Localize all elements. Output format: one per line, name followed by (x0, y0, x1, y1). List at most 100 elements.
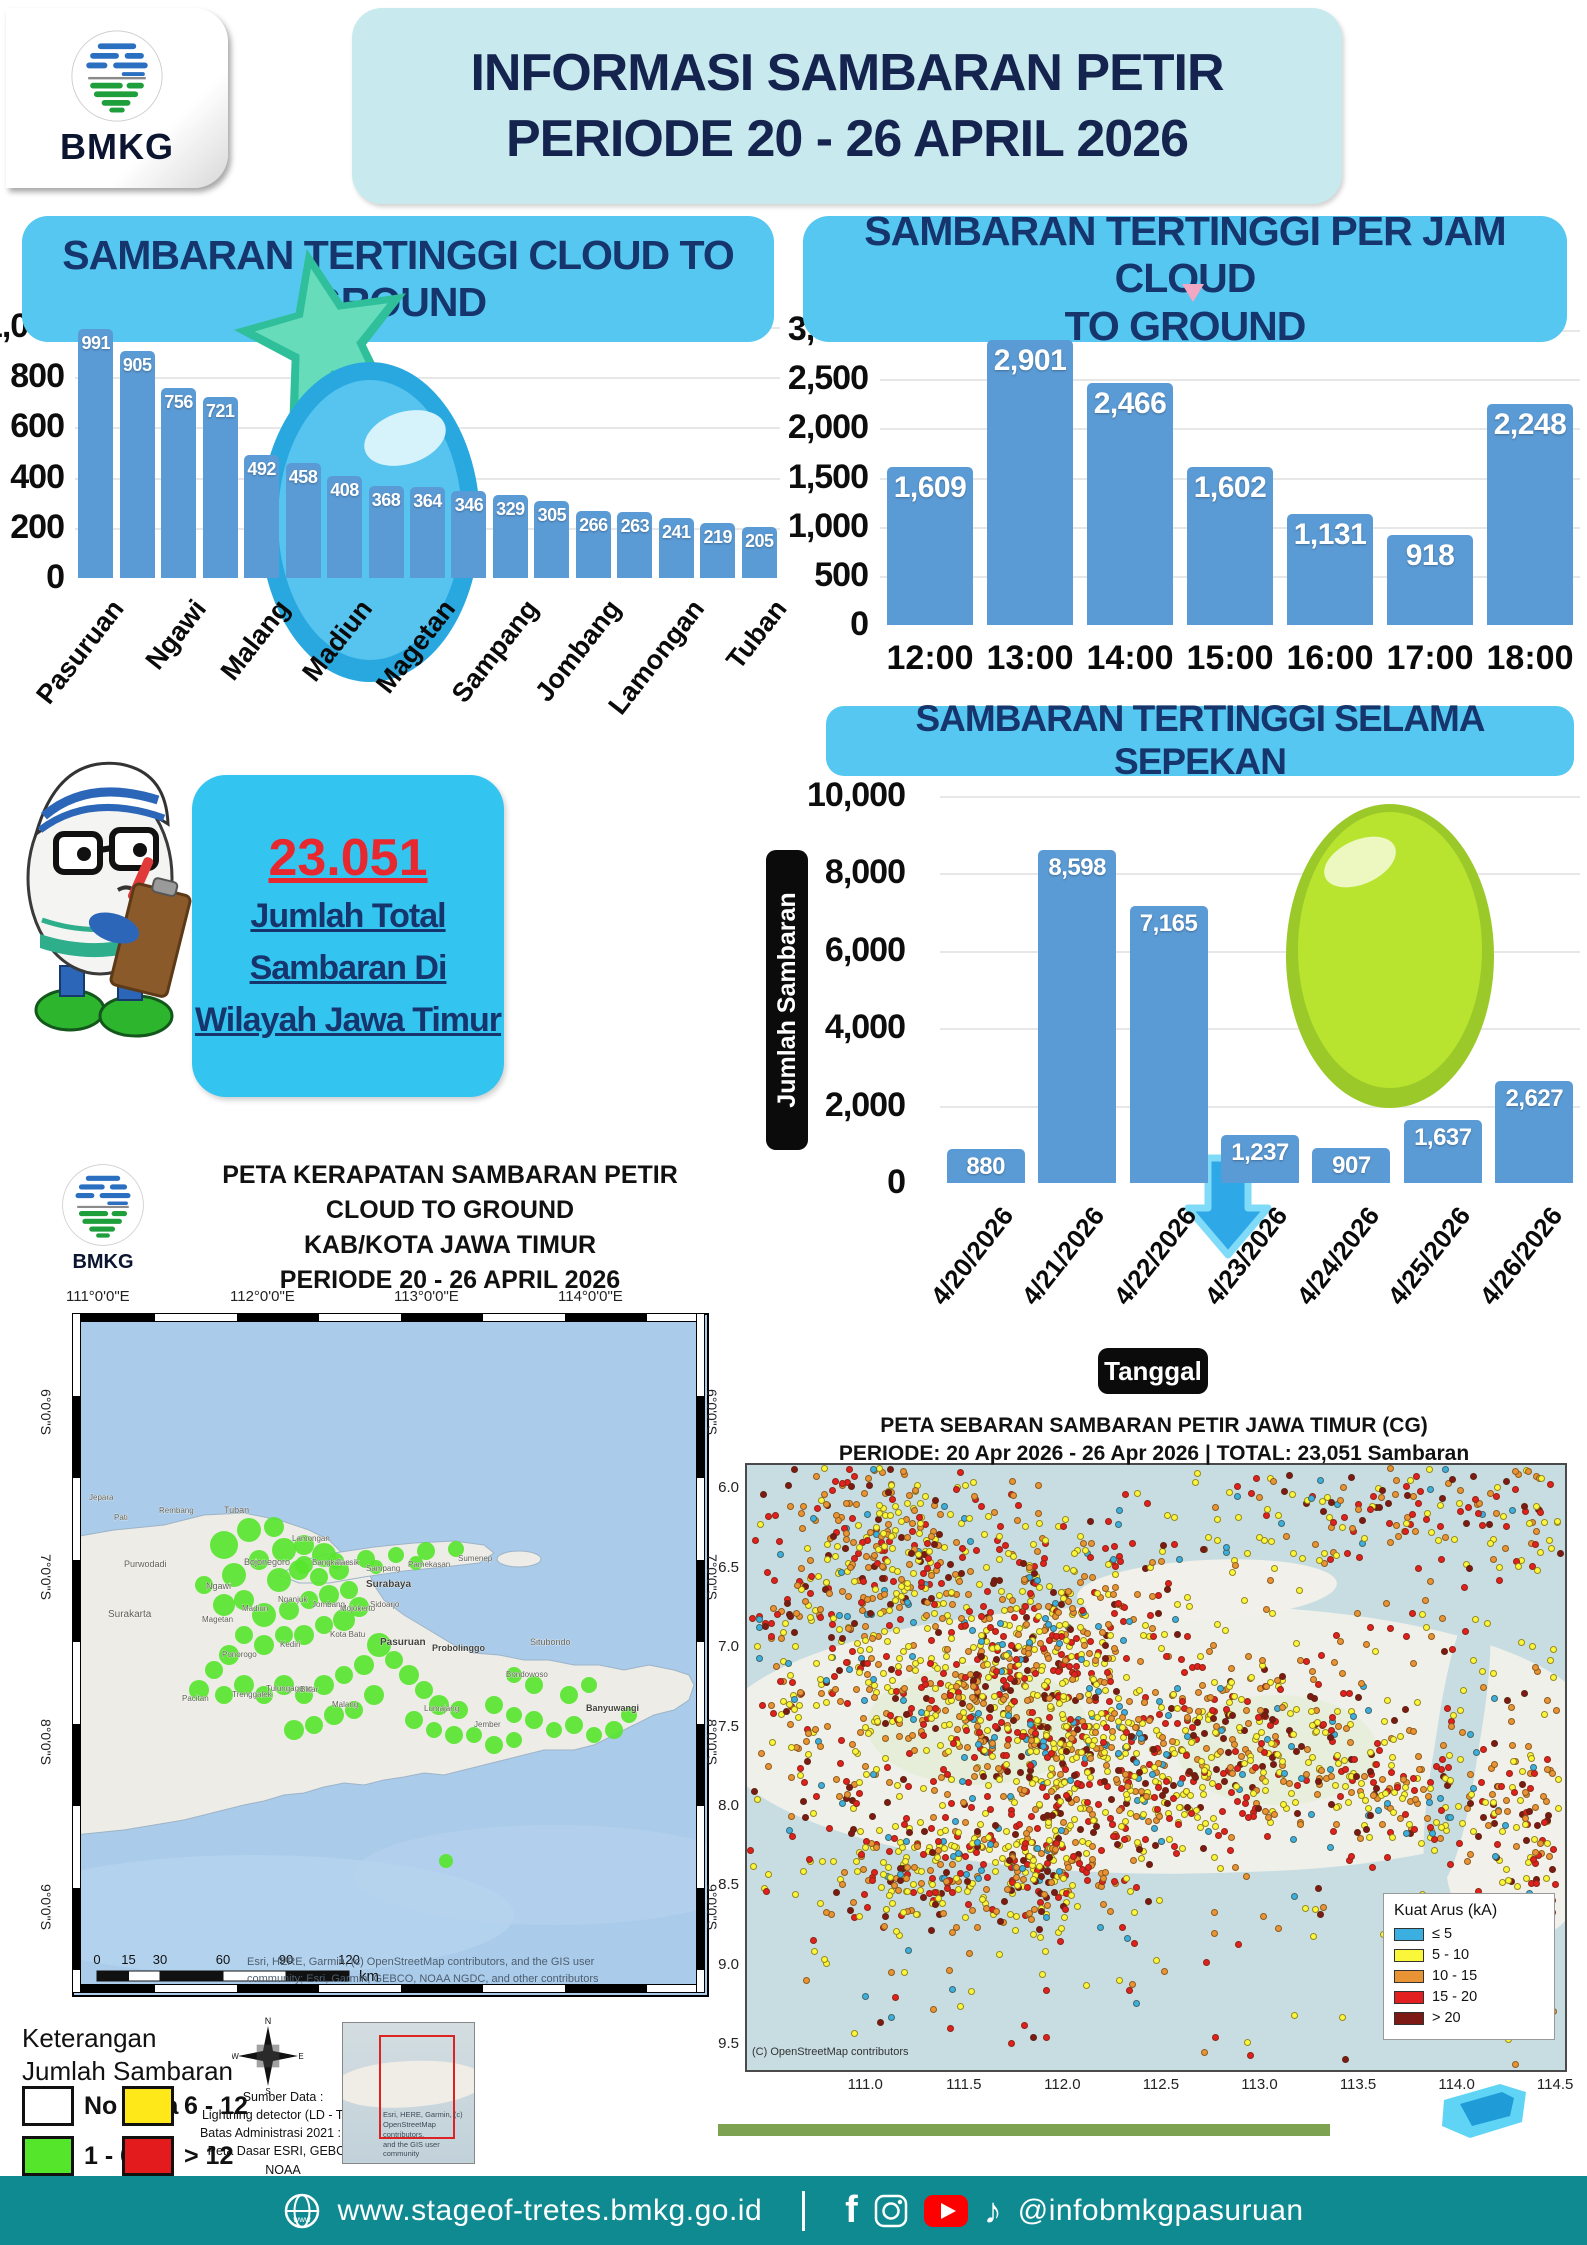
legend-color-swatch (1394, 1969, 1424, 1983)
lightning-strike-dot (1369, 1864, 1377, 1872)
svg-text:N: N (265, 2016, 272, 2026)
bar: 1,637 (1403, 1119, 1482, 1183)
lightning-strike-dot (1234, 1941, 1242, 1949)
tiktok-icon[interactable]: ♪ (983, 2189, 1002, 2231)
lightning-strike-dot (884, 1557, 892, 1565)
lightning-strike-dot (1030, 1875, 1038, 1883)
lightning-strike-dot (946, 1510, 954, 1518)
lightning-strike-dot (1247, 1489, 1255, 1497)
lightning-strike-dot (1546, 1481, 1554, 1489)
lightning-strike-dot (1292, 1747, 1300, 1755)
lightning-strike-dot (1120, 1836, 1128, 1844)
lightning-strike-dot (928, 1849, 936, 1857)
lightning-strike-dot (802, 1597, 810, 1605)
lightning-strike-dot (1465, 1503, 1473, 1511)
lightning-strike-dot (1057, 1937, 1065, 1945)
lightning-strike-dot (1076, 1825, 1084, 1833)
lightning-strike-dot (875, 1661, 883, 1669)
lightning-strike-dot (1320, 1720, 1328, 1728)
lightning-strike-dot (1348, 1474, 1356, 1482)
lightning-strike-dot (751, 1537, 759, 1544)
lightning-strike-dot (937, 1580, 945, 1588)
lightning-strike-dot (1366, 1506, 1374, 1514)
lightning-strike-dot (1393, 1476, 1401, 1484)
x-axis-label: 4/23/2026 (1198, 1201, 1294, 1311)
lightning-strike-dot (1193, 1719, 1201, 1727)
x-axis-label: Tuban (720, 594, 793, 675)
total-caption-line3: Wilayah Jawa Timur (194, 1000, 502, 1039)
lightning-strike-dot (919, 1732, 927, 1740)
footer-website[interactable]: www.stageof-tretes.bmkg.go.id (337, 2193, 763, 2227)
x-axis-label: 4/26/2026 (1473, 1201, 1568, 1311)
lightning-strike-dot (841, 1868, 849, 1876)
lightning-strike-dot (884, 1489, 892, 1497)
lightning-strike-dot (998, 1596, 1006, 1604)
lightning-strike-dot (1107, 1714, 1115, 1722)
lightning-strike-dot (822, 1578, 830, 1586)
lightning-strike-dot (789, 1678, 797, 1686)
lightning-strike-dot (898, 1592, 906, 1600)
lightning-strike-dot (900, 1647, 908, 1655)
footer-handle[interactable]: @infobmkgpasuruan (1017, 2193, 1304, 2227)
latitude-label: 6°0'0"S (704, 1389, 720, 1435)
lightning-strike-dot (1440, 1647, 1448, 1655)
lightning-strike-dot (1503, 1807, 1511, 1815)
lightning-strike-dot (887, 1968, 895, 1976)
bar: 7,165 (1129, 905, 1208, 1183)
lightning-strike-dot (861, 1993, 869, 2001)
lightning-strike-dot (1244, 1652, 1252, 1660)
lightning-strike-dot (863, 1660, 871, 1668)
lightning-strike-dot (926, 1867, 934, 1875)
youtube-icon[interactable] (923, 2194, 968, 2227)
lightning-strike-dot (1191, 1773, 1199, 1781)
lightning-strike-dot (1122, 1673, 1130, 1681)
instagram-icon[interactable] (874, 2194, 908, 2228)
lightning-strike-dot (841, 1545, 849, 1553)
lightning-strike-dot (784, 1599, 792, 1607)
lightning-strike-dot (926, 1548, 934, 1556)
lightning-strike-dot (1183, 1632, 1191, 1640)
lightning-strike-dot (992, 1656, 1000, 1664)
bubble-decoration (260, 362, 480, 682)
lightning-strike-dot (1073, 1725, 1081, 1733)
lightning-strike-dot (1111, 1543, 1119, 1551)
lightning-strike-dot (895, 1887, 903, 1895)
lightning-strike-dot (1203, 1958, 1211, 1966)
svg-text:Probolinggo: Probolinggo (432, 1643, 485, 1653)
lightning-strike-dot (1097, 1924, 1105, 1932)
lightning-strike-dot (1023, 1620, 1031, 1628)
lightning-strike-dot (790, 1695, 798, 1703)
lightning-strike-dot (978, 1693, 986, 1701)
lightning-strike-dot (1269, 1609, 1277, 1617)
facebook-icon[interactable]: f (845, 2189, 858, 2231)
lightning-strike-dot (941, 1826, 949, 1834)
lightning-strike-dot (784, 1659, 792, 1667)
bar: 907 (1312, 1147, 1391, 1183)
svg-text:Sidoarjo: Sidoarjo (370, 1600, 400, 1609)
lightning-strike-dot (854, 1549, 862, 1557)
lightning-strike-dot (754, 1642, 762, 1650)
lightning-strike-dot (1458, 1819, 1466, 1827)
lightning-strike-dot (1223, 1543, 1231, 1551)
lightning-strike-dot (749, 1863, 757, 1871)
lightning-strike-dot (1384, 1799, 1392, 1807)
lightning-strike-dot (864, 1904, 872, 1912)
lightning-strike-dot (1020, 1559, 1028, 1567)
bar: 205 (741, 526, 777, 578)
lightning-strike-dot (1054, 1608, 1062, 1616)
lightning-strike-dot (1033, 1716, 1041, 1724)
lightning-strike-dot (1467, 1791, 1475, 1799)
x-axis-label: Ngawi (139, 594, 213, 676)
lightning-strike-dot (1233, 1493, 1241, 1501)
bar: 364 (410, 486, 445, 578)
lightning-strike-dot (1097, 1710, 1105, 1718)
lightning-strike-dot (801, 1813, 809, 1821)
lightning-strike-dot (798, 1524, 806, 1532)
lightning-strike-dot (1307, 1692, 1315, 1700)
lightning-strike-dot (1423, 1515, 1431, 1523)
lightning-strike-dot (1008, 1477, 1016, 1485)
lightning-strike-dot (988, 1740, 996, 1748)
lightning-strike-dot (763, 1888, 771, 1896)
lightning-strike-dot (1204, 1533, 1212, 1541)
bmkg-logo-small: BMKG (62, 1164, 144, 1272)
